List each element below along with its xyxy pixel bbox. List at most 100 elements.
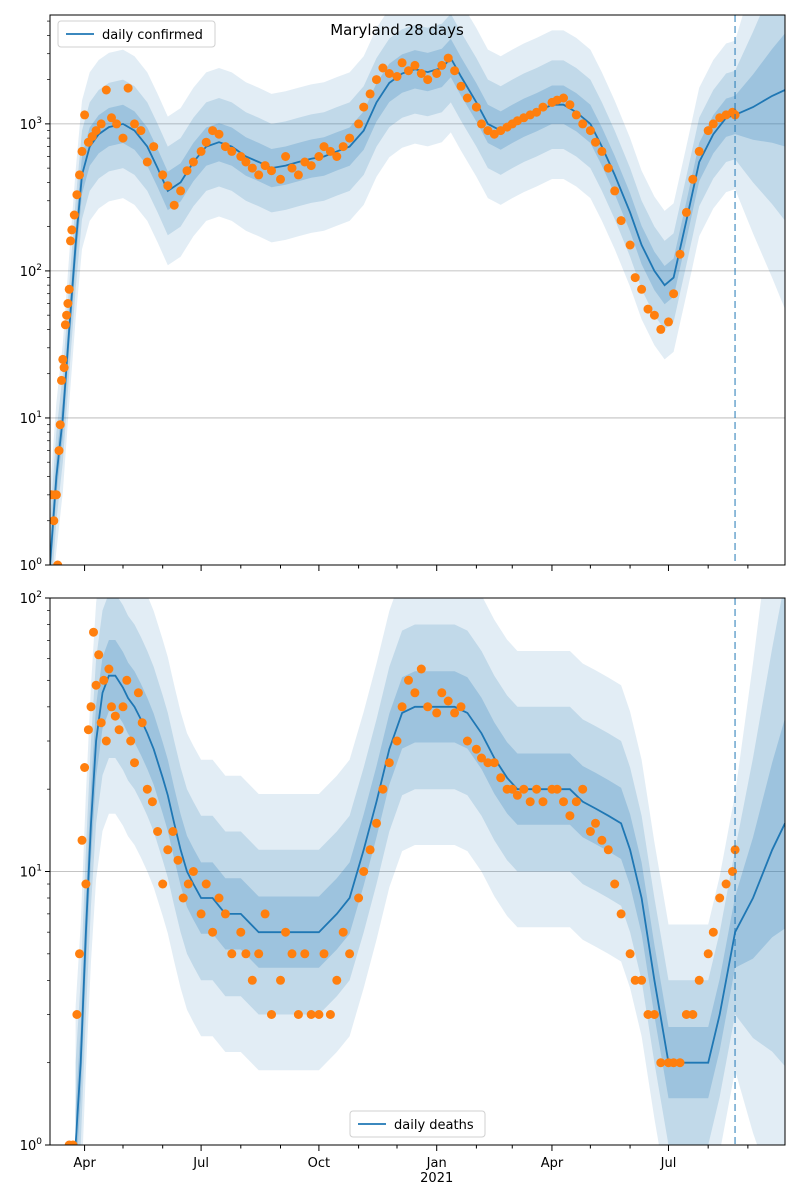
data-point (173, 855, 183, 865)
data-point (293, 170, 303, 180)
uncertainty-band (75, 640, 785, 1145)
x-tick-label: Jul (192, 1156, 209, 1171)
data-point (703, 949, 713, 959)
data-point (196, 146, 206, 156)
data-point (149, 142, 159, 152)
data-point (359, 867, 369, 876)
data-point (112, 119, 122, 129)
data-point (247, 975, 257, 985)
data-point (410, 688, 420, 698)
data-point (675, 249, 685, 259)
data-point (104, 664, 114, 674)
data-point (107, 113, 116, 123)
data-point (153, 827, 163, 836)
data-point (643, 1010, 653, 1019)
data-point (114, 725, 124, 735)
data-point (276, 174, 285, 184)
data-point (176, 186, 186, 196)
data-point (525, 797, 535, 807)
data-point (163, 845, 173, 855)
data-point (59, 363, 69, 373)
uncertainty-band (50, 33, 785, 565)
data-point (610, 186, 620, 196)
data-point (456, 81, 466, 91)
data-point (625, 949, 635, 959)
data-point (130, 119, 139, 129)
data-point (77, 146, 87, 156)
data-point (168, 827, 178, 836)
data-point (101, 736, 111, 746)
data-point (384, 69, 394, 78)
data-point (281, 927, 291, 937)
data-point (201, 879, 211, 889)
data-point (338, 142, 348, 152)
data-point (630, 273, 640, 283)
data-point (423, 702, 433, 712)
plot-area (64, 598, 785, 1145)
data-point (306, 1010, 316, 1019)
data-point (137, 718, 147, 728)
data-point (471, 744, 481, 754)
data-point (220, 142, 230, 152)
data-point (392, 72, 402, 81)
data-point (69, 210, 79, 220)
data-point (183, 879, 193, 889)
data-point (378, 63, 388, 73)
plot-area (50, 15, 785, 565)
data-point (565, 100, 575, 110)
data-point (188, 867, 198, 876)
uncertainty-band (50, 15, 785, 565)
x-tick-label: Apr (73, 1156, 96, 1171)
data-point (649, 310, 659, 320)
data-point (136, 126, 146, 136)
data-point (507, 784, 517, 794)
data-point (158, 170, 168, 180)
x-tick-label: Jul (660, 1156, 677, 1171)
data-point (625, 240, 635, 250)
data-point (637, 284, 647, 294)
data-point (585, 827, 595, 836)
data-point (54, 446, 64, 456)
data-point (354, 119, 364, 129)
data-point (58, 354, 68, 364)
data-point (552, 784, 562, 794)
data-point (254, 949, 264, 959)
data-point (416, 69, 426, 78)
data-point (603, 845, 613, 855)
data-point (51, 490, 61, 500)
data-point (130, 758, 139, 768)
data-point (571, 797, 581, 807)
deaths-panel: 100 101 102 Apr Jul Oct Jan Apr Jul 2021 daily dea… (20, 590, 786, 1186)
data-point (118, 133, 128, 143)
data-point (397, 58, 407, 68)
data-point (703, 126, 713, 136)
data-point (178, 893, 188, 903)
legend-label: daily confirmed (102, 28, 203, 43)
data-point (163, 181, 173, 191)
data-point (664, 317, 673, 327)
data-point (512, 790, 522, 800)
data-point (404, 66, 413, 76)
data-point (649, 1010, 659, 1019)
data-point (597, 146, 607, 156)
data-point (332, 975, 342, 985)
data-point (675, 1058, 685, 1068)
x-year-label: 2021 (420, 1171, 453, 1186)
data-point (80, 110, 90, 120)
data-point (319, 142, 329, 152)
data-point (359, 102, 369, 112)
data-point (214, 129, 224, 139)
data-point (688, 174, 698, 184)
data-point (319, 949, 329, 959)
y-tick-label: 102 (20, 590, 42, 607)
data-point (123, 83, 133, 93)
data-point (338, 927, 348, 937)
data-point (404, 675, 413, 685)
data-point (656, 1058, 666, 1068)
data-point (730, 845, 740, 855)
x-tick-label: Oct (308, 1156, 330, 1171)
data-point (66, 236, 75, 246)
data-point (519, 784, 529, 794)
y-tick-label: 101 (20, 410, 42, 427)
